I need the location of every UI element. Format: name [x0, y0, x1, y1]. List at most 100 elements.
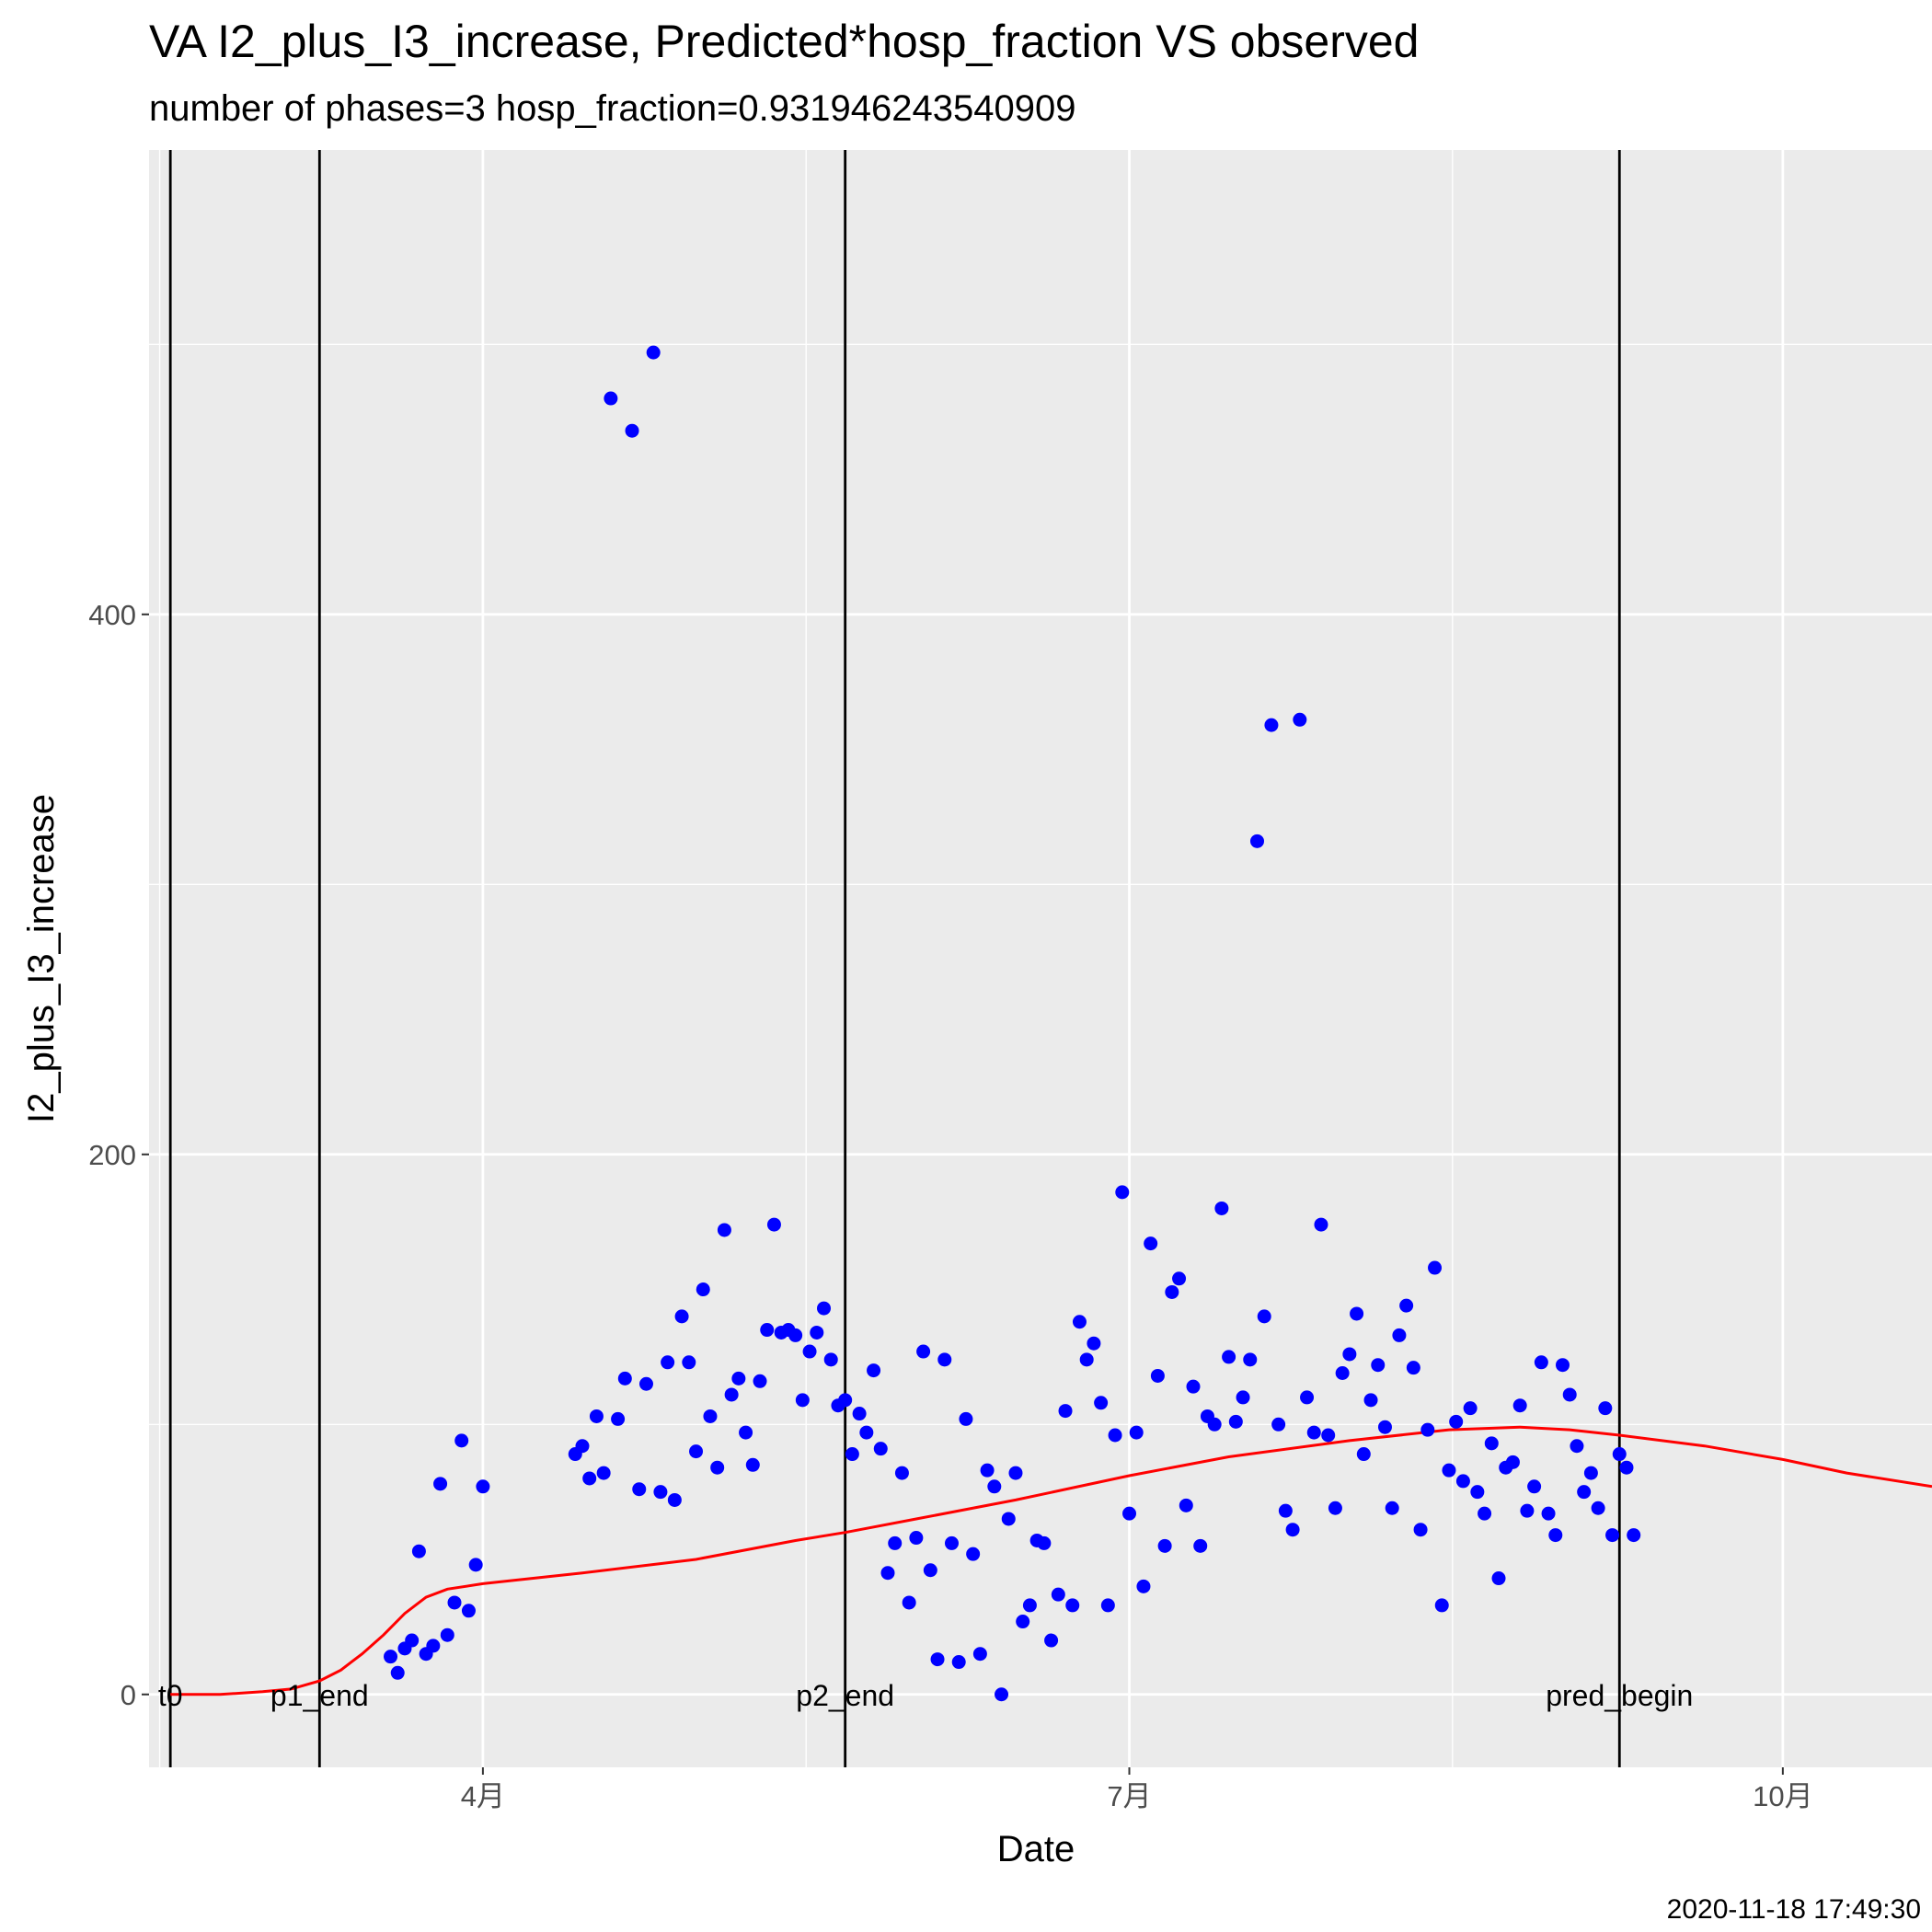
observed-point [433, 1477, 448, 1491]
observed-point [788, 1328, 803, 1342]
observed-point [1434, 1598, 1449, 1613]
observed-point [1001, 1512, 1016, 1526]
observed-point [1136, 1579, 1151, 1593]
observed-point [1100, 1598, 1115, 1613]
observed-point [454, 1433, 469, 1448]
observed-point [1491, 1571, 1506, 1586]
observed-point [766, 1217, 781, 1232]
predicted-line-group [170, 1425, 1932, 1696]
observed-point [1214, 1201, 1229, 1215]
observed-point [724, 1387, 739, 1402]
observed-point [1484, 1436, 1499, 1451]
observed-point [966, 1547, 981, 1561]
y-axis: 0 200 400 [88, 599, 149, 1711]
observed-point [930, 1652, 945, 1667]
observed-point [653, 1485, 668, 1500]
observed-point [909, 1531, 924, 1546]
observed-point [1556, 1358, 1570, 1373]
observed-point [1583, 1466, 1598, 1480]
observed-point [1406, 1361, 1420, 1375]
observed-point [596, 1466, 611, 1480]
observed-point [1314, 1217, 1328, 1232]
observed-point [1399, 1298, 1414, 1313]
observed-point [1264, 718, 1279, 732]
observed-point [1455, 1474, 1470, 1489]
observed-point [682, 1355, 696, 1370]
observed-point [1108, 1428, 1122, 1443]
observed-point [696, 1282, 710, 1297]
observed-point [745, 1457, 760, 1472]
observed-point [611, 1411, 626, 1426]
grid-major [149, 150, 1932, 1767]
x-axis: 4月 7月 10月 [461, 1767, 1813, 1812]
observed-point [1392, 1328, 1407, 1342]
observed-point [1129, 1425, 1144, 1440]
observed-point [1534, 1355, 1548, 1370]
observed-point [638, 1376, 653, 1391]
observed-point [1065, 1598, 1080, 1613]
observed-point [461, 1604, 476, 1618]
observed-point [817, 1301, 832, 1316]
observed-point [604, 391, 618, 406]
vline-label: p2_end [796, 1679, 894, 1712]
observed-point [1420, 1422, 1435, 1437]
observed-point [845, 1447, 859, 1462]
observed-points [384, 345, 1641, 1702]
x-axis-title: Date [997, 1829, 1075, 1869]
observed-point [1577, 1485, 1592, 1500]
observed-point [1179, 1498, 1193, 1512]
observed-point [1285, 1523, 1300, 1537]
observed-point [760, 1323, 775, 1338]
observed-point [632, 1482, 647, 1497]
y-axis-title: I2_plus_I3_increase [21, 794, 62, 1123]
observed-point [476, 1479, 490, 1494]
observed-point [795, 1393, 810, 1408]
observed-point [1144, 1236, 1158, 1251]
observed-point [1371, 1358, 1386, 1373]
observed-point [916, 1344, 931, 1359]
observed-point [440, 1627, 454, 1642]
observed-point [411, 1544, 426, 1558]
observed-point [1186, 1379, 1201, 1394]
observed-point [802, 1344, 817, 1359]
observed-point [1328, 1501, 1342, 1515]
observed-point [468, 1558, 483, 1572]
observed-point [625, 423, 639, 438]
observed-point [1122, 1506, 1137, 1521]
observed-point [1008, 1466, 1023, 1480]
observed-point [426, 1639, 441, 1653]
observed-point [710, 1460, 725, 1475]
observed-point [1570, 1439, 1584, 1454]
observed-point [1243, 1352, 1258, 1367]
observed-point [1115, 1185, 1130, 1200]
observed-point [880, 1566, 895, 1581]
chart-title: VA I2_plus_I3_increase, Predicted*hosp_f… [149, 16, 1420, 67]
vertical-line-labels: t0 p1_end p2_end pred_begin [158, 1679, 1694, 1712]
observed-point [1356, 1447, 1371, 1462]
observed-point [902, 1595, 916, 1610]
observed-point [1165, 1284, 1179, 1299]
observed-point [1087, 1336, 1101, 1351]
observed-point [1548, 1528, 1563, 1543]
observed-point [1335, 1366, 1350, 1381]
observed-point [972, 1647, 987, 1662]
observed-point [1051, 1587, 1065, 1602]
observed-point [1413, 1523, 1428, 1537]
observed-point [1321, 1428, 1336, 1443]
observed-point [951, 1655, 966, 1670]
observed-point [384, 1650, 398, 1664]
observed-point [1342, 1347, 1357, 1362]
observed-point [646, 345, 661, 360]
observed-point [447, 1595, 462, 1610]
observed-point [405, 1633, 420, 1648]
vline-label: t0 [158, 1679, 183, 1712]
observed-point [1306, 1425, 1321, 1440]
observed-point [582, 1471, 597, 1486]
observed-point [1079, 1352, 1094, 1367]
vline-label: pred_begin [1546, 1679, 1693, 1712]
observed-point [1044, 1633, 1059, 1648]
observed-point [1157, 1538, 1172, 1553]
observed-point [1591, 1501, 1605, 1515]
observed-point [1512, 1398, 1527, 1413]
